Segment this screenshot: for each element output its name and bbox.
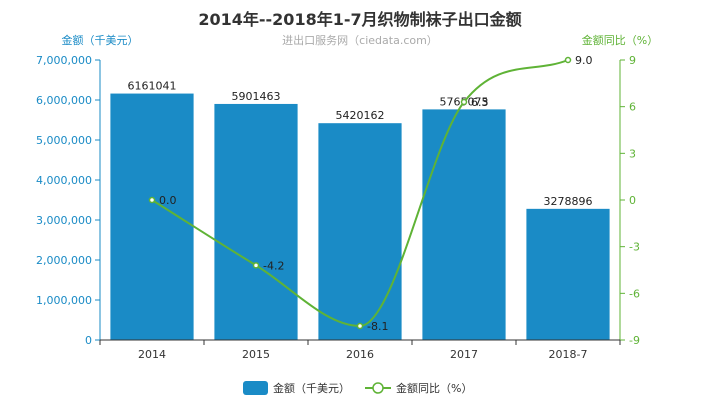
line-series: 0.0 -4.2 -8.1 6.3 9.0 (148, 54, 593, 333)
yoy-value-label: -8.1 (367, 320, 388, 333)
yoy-point[interactable] (148, 196, 156, 204)
yoy-value-label: -4.2 (263, 259, 284, 272)
yoy-line (151, 59, 569, 328)
legend-line-marker (372, 382, 384, 394)
right-tick-label: 6 (629, 101, 636, 114)
right-tick-label: 0 (629, 194, 636, 207)
right-tick-label: -6 (629, 287, 640, 300)
legend-bar-swatch (243, 381, 268, 395)
right-tick-label: 3 (629, 147, 636, 160)
bar-value-label: 3278896 (544, 195, 593, 208)
left-tick-label: 5,000,000 (36, 134, 92, 147)
x-tick-label: 2016 (346, 348, 374, 361)
x-tick-label: 2018-7 (549, 348, 588, 361)
bar[interactable] (422, 109, 506, 340)
yoy-point[interactable] (252, 262, 260, 269)
legend-item-line[interactable]: 金额同比（%） (365, 381, 472, 395)
left-axis-label: 金额（千美元） (62, 33, 139, 47)
yoy-value-label: 9.0 (575, 54, 593, 67)
right-tick-label: -3 (629, 241, 640, 254)
bar-series: 61610415901463542016257650753278896 (110, 80, 610, 341)
bar-value-label: 6161041 (128, 80, 177, 93)
yoy-point[interactable] (356, 322, 364, 330)
axes: 0 1,000,000 2,000,000 3,000,000 4,000,000 5,0… (36, 54, 640, 361)
x-tick-label: 2014 (138, 348, 166, 361)
yoy-point[interactable] (460, 98, 468, 106)
bar[interactable] (110, 93, 194, 341)
right-tick-label: 9 (629, 54, 636, 67)
right-tick-label: -9 (629, 334, 640, 347)
left-tick-label: 1,000,000 (36, 294, 92, 307)
x-tick-label: 2017 (450, 348, 478, 361)
right-axis-label: 金额同比（%） (582, 33, 658, 47)
bar[interactable] (214, 103, 298, 340)
left-tick-label: 6,000,000 (36, 94, 92, 107)
chart-title: 2014年--2018年1-7月织物制袜子出口金额 (198, 10, 521, 29)
legend-item-bar[interactable]: 金额（千美元） (243, 381, 350, 395)
left-tick-label: 2,000,000 (36, 254, 92, 267)
left-tick-label: 7,000,000 (36, 54, 92, 67)
yoy-point[interactable] (564, 56, 572, 64)
x-tick-label: 2015 (242, 348, 270, 361)
bar-value-label: 5420162 (336, 109, 385, 122)
chart-subtitle: 进出口服务网（ciedata.com） (282, 33, 438, 47)
left-tick-label: 3,000,000 (36, 214, 92, 227)
bar[interactable] (318, 123, 402, 341)
legend-label-line: 金额同比（%） (396, 381, 472, 395)
yoy-value-label: 6.3 (471, 96, 489, 109)
bar[interactable] (526, 208, 610, 340)
left-tick-label: 4,000,000 (36, 174, 92, 187)
legend-label-bar: 金额（千美元） (273, 381, 350, 395)
left-tick-label: 0 (85, 334, 92, 347)
bar-value-label: 5901463 (232, 90, 281, 103)
legend: 金额（千美元） 金额同比（%） (243, 381, 472, 395)
yoy-value-label: 0.0 (159, 194, 177, 207)
plot-area: 61610415901463542016257650753278896 01,0… (36, 54, 640, 361)
